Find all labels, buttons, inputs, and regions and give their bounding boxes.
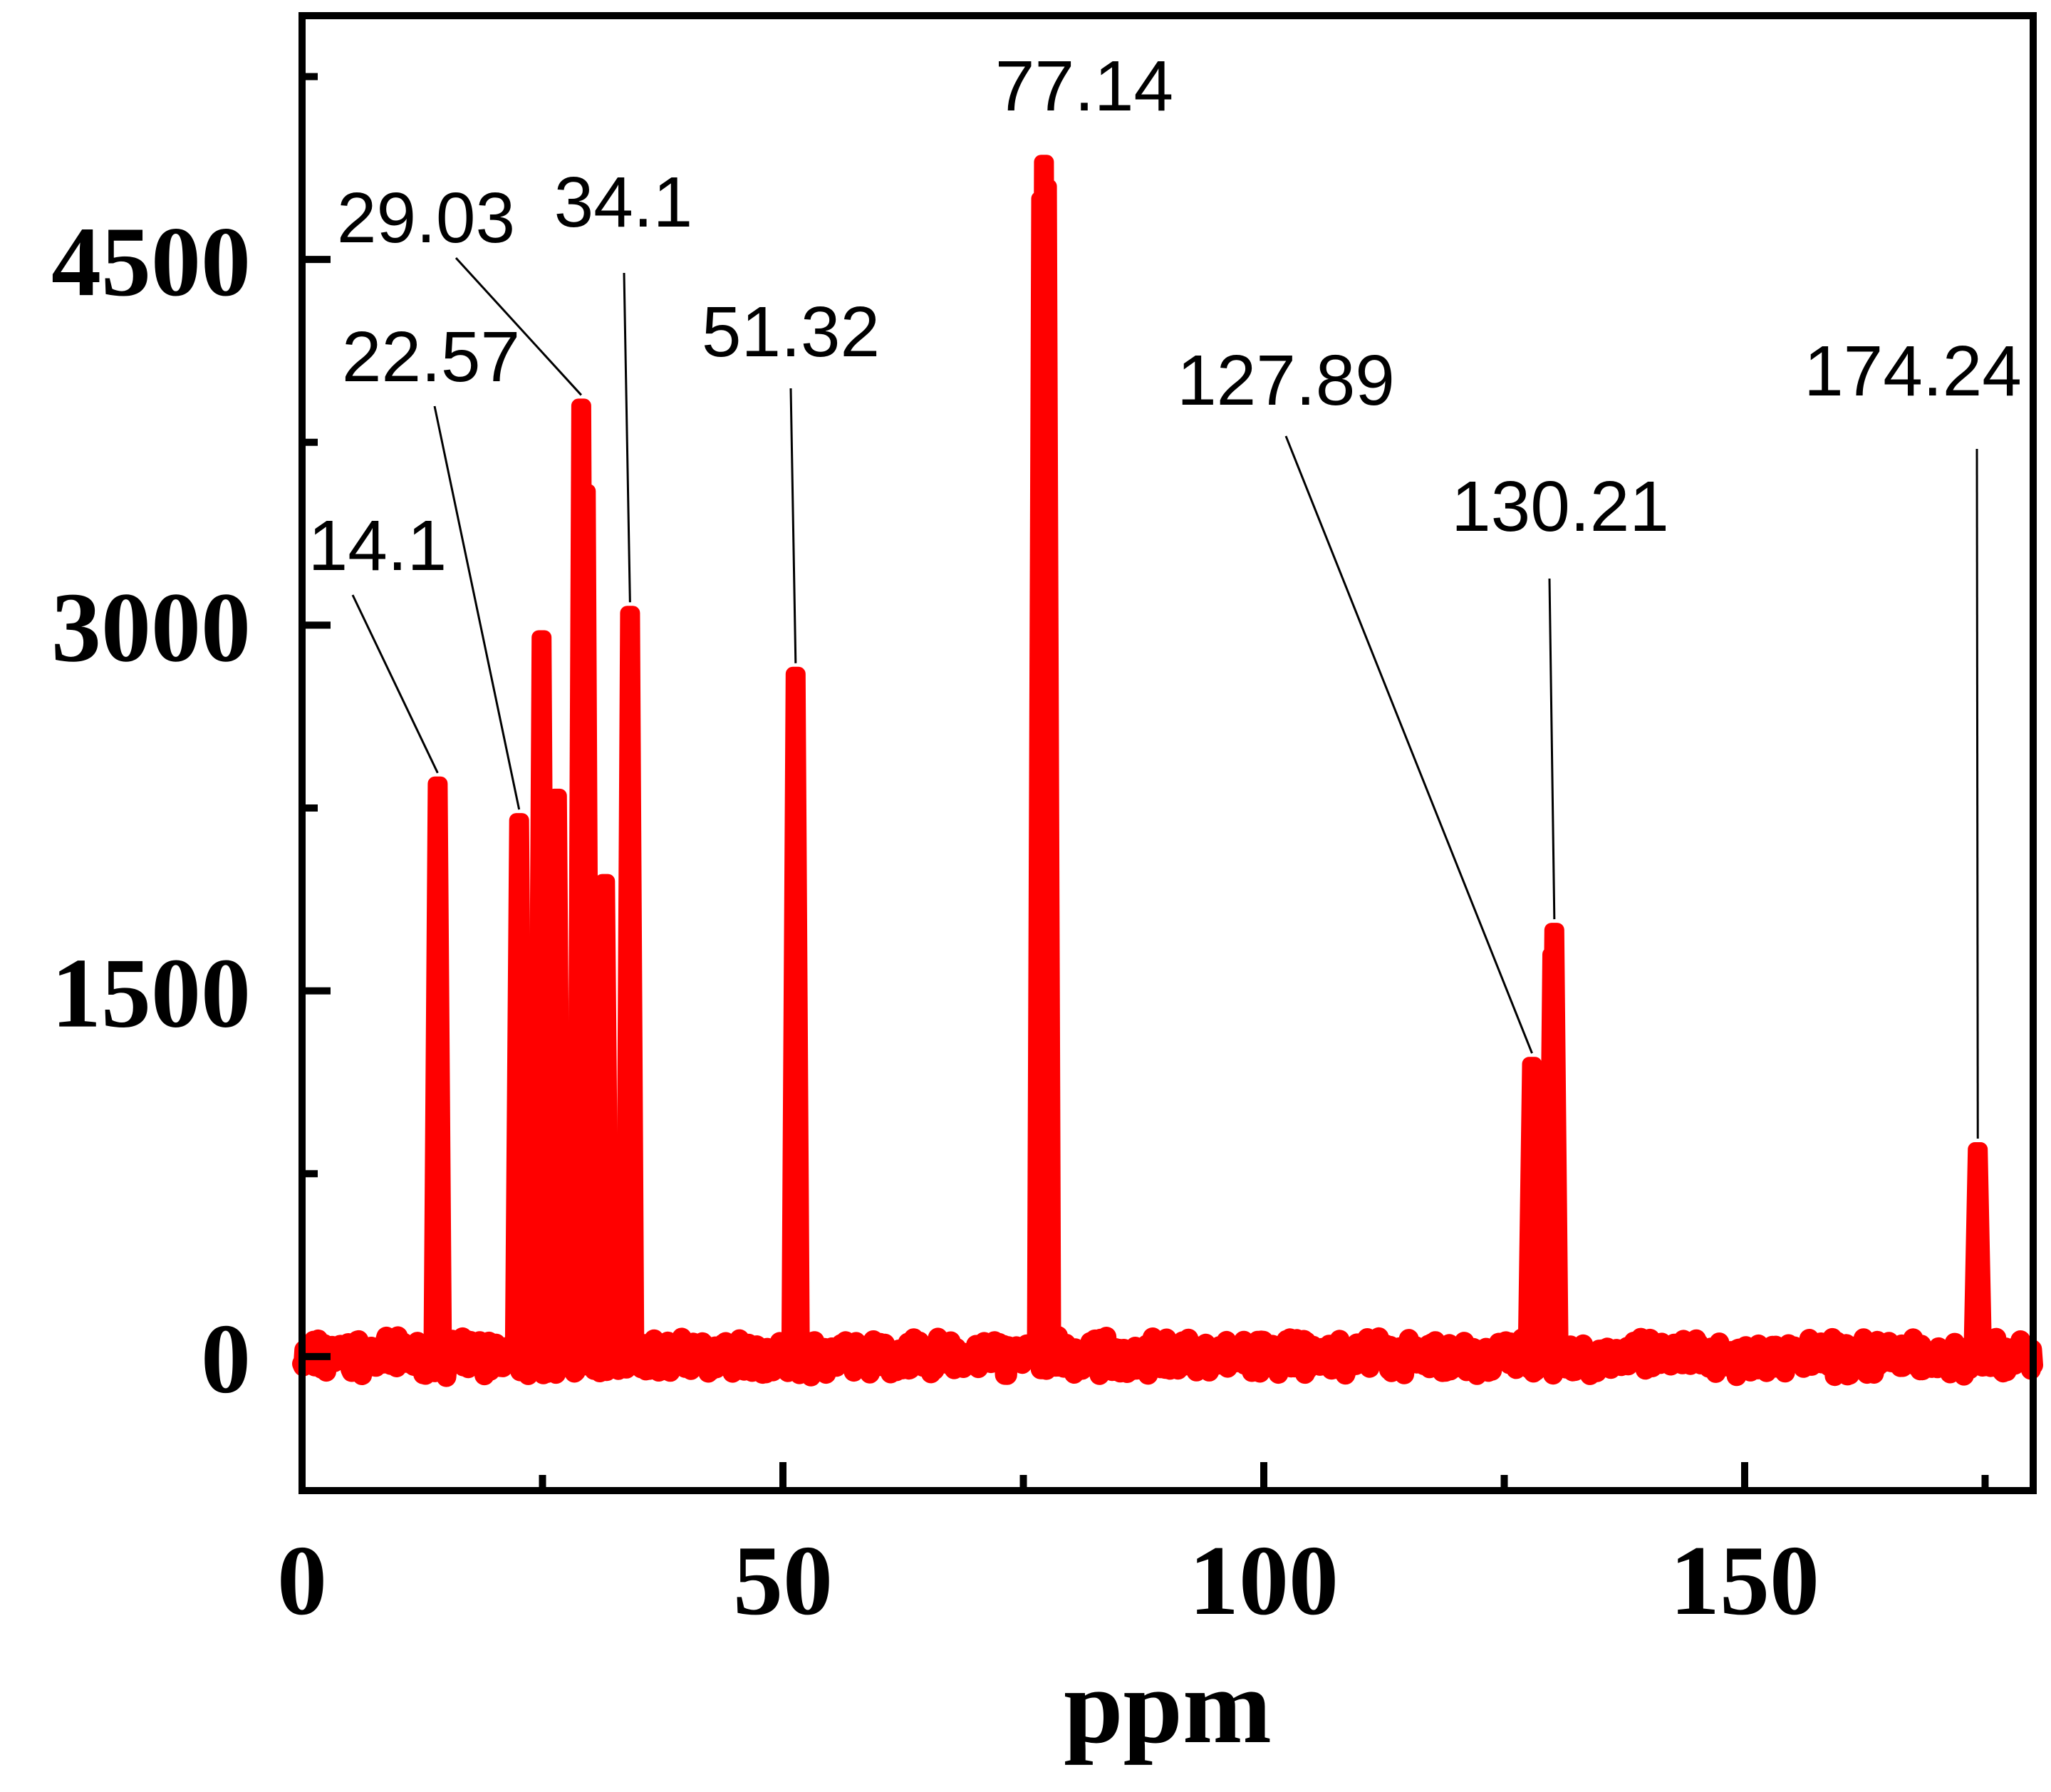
x-tick-label: 100 [1189, 1526, 1339, 1636]
x-tick-label: 50 [733, 1526, 833, 1636]
y-tick-label: 1500 [51, 938, 251, 1049]
peak-leader-line [789, 388, 797, 663]
spectrum-peak [1032, 179, 1061, 1364]
spectrum-peak [571, 484, 601, 1364]
plot-frame [298, 12, 2037, 1494]
x-tick-label: 150 [1670, 1526, 1819, 1636]
spectrum-peak [423, 776, 452, 1364]
peak-label: 29.03 [337, 178, 515, 258]
peak-label: 34.1 [554, 162, 693, 242]
peak-label: 174.24 [1804, 331, 2022, 411]
spectrum-peak [1539, 923, 1569, 1364]
peak-labels: 14.1 22.57 29.03 34.151.32 77.14 127.89 130.21… [308, 46, 2022, 586]
spectrum-peak [1963, 1142, 1993, 1364]
spectrum-peak [616, 606, 645, 1364]
peak-label: 127.89 [1177, 341, 1395, 420]
spectrum-layer [292, 155, 2043, 1387]
spectrum-peak [983, 1337, 1012, 1364]
peak-label: 77.14 [995, 46, 1173, 126]
spectrum-peak [542, 788, 571, 1364]
peak-label: 51.32 [702, 292, 880, 372]
spectrum-peak [504, 813, 534, 1364]
peak-leader-line [455, 257, 583, 396]
spectrum-peak [1517, 1057, 1547, 1364]
x-tick-label: 0 [277, 1526, 327, 1636]
y-tick-label: 4500 [51, 207, 251, 317]
peak-leader-line [1284, 435, 1533, 1054]
peak-leader-line [1975, 448, 1979, 1139]
peak-leader-line [351, 594, 439, 774]
peak-label: 14.1 [308, 506, 447, 586]
x-axis-title: ppm [1064, 1647, 1272, 1766]
peak-label: 22.57 [342, 317, 520, 397]
leader-lines [351, 257, 1979, 1139]
peak-leader-line [1548, 578, 1556, 920]
spectrum-peak [591, 874, 620, 1364]
spectrum-peak [781, 666, 810, 1364]
peak-leader-line [433, 405, 521, 810]
peak-leader-line [623, 272, 631, 603]
peak-label: 130.21 [1451, 467, 1669, 547]
y-tick-label: 3000 [51, 572, 251, 683]
y-tick-label: 0 [201, 1304, 251, 1414]
